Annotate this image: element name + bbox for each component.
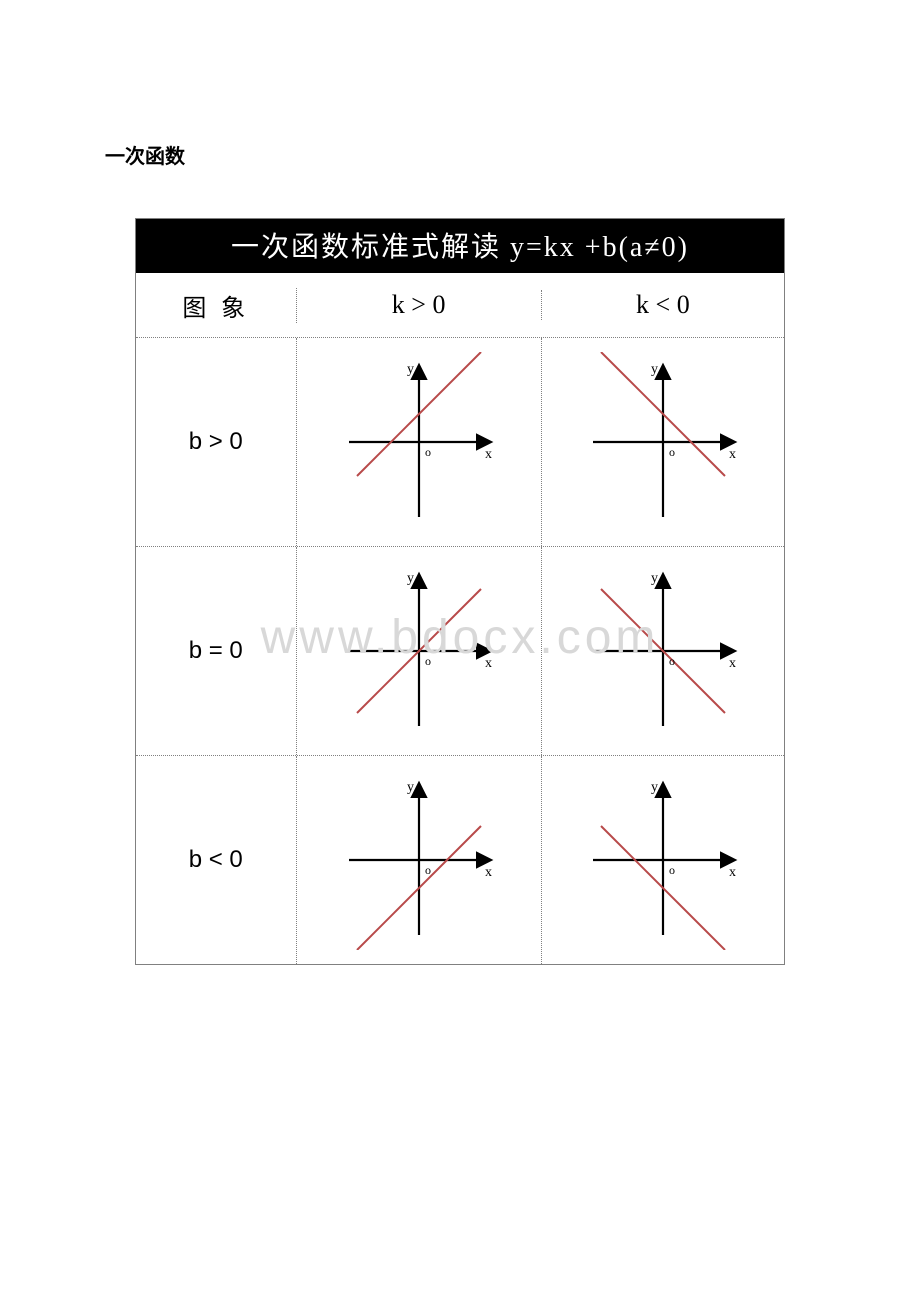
page-title: 一次函数 xyxy=(105,140,185,169)
row-label-cell: b < 0 xyxy=(136,756,297,964)
table-row: b > 0 y x o y x o xyxy=(136,338,784,547)
row-label: b < 0 xyxy=(189,846,243,874)
linear-graph: y x o xyxy=(563,352,763,532)
y-label: y xyxy=(651,571,658,586)
origin-label: o xyxy=(425,445,431,459)
header-right: k < 0 xyxy=(542,290,784,320)
x-label: x xyxy=(485,656,492,671)
linear-graph: y x o xyxy=(319,770,519,950)
graph-cell-k-positive: y x o xyxy=(297,338,542,546)
x-label: x xyxy=(729,447,736,462)
header-right-label: k < 0 xyxy=(636,290,690,320)
x-label: x xyxy=(729,865,736,880)
header-mid-label: k > 0 xyxy=(392,290,446,320)
y-label: y xyxy=(407,571,414,586)
function-table: 一次函数标准式解读 y=kx +b(a≠0) 图 象 k > 0 k < 0 b… xyxy=(135,218,785,965)
linear-graph: y x o xyxy=(563,770,763,950)
table-row: b < 0 y x o y x o xyxy=(136,756,784,964)
y-label: y xyxy=(651,362,658,377)
header-left: 图 象 xyxy=(136,288,297,323)
graph-cell-k-positive: y x o xyxy=(297,547,542,755)
graph-cell-k-positive: y x o xyxy=(297,756,542,964)
x-label: x xyxy=(485,865,492,880)
row-label-cell: b > 0 xyxy=(136,338,297,546)
graph-cell-k-negative: y x o xyxy=(542,756,784,964)
x-label: x xyxy=(729,656,736,671)
origin-label: o xyxy=(425,654,431,668)
origin-label: o xyxy=(669,863,675,877)
linear-graph: y x o xyxy=(319,561,519,741)
row-label: b = 0 xyxy=(189,637,243,665)
table-banner: 一次函数标准式解读 y=kx +b(a≠0) xyxy=(136,219,784,273)
graph-cell-k-negative: y x o xyxy=(542,338,784,546)
row-label-cell: b = 0 xyxy=(136,547,297,755)
header-left-label: 图 象 xyxy=(182,288,249,323)
y-label: y xyxy=(407,780,414,795)
y-label: y xyxy=(407,362,414,377)
origin-label: o xyxy=(425,863,431,877)
y-label: y xyxy=(651,780,658,795)
row-label: b > 0 xyxy=(189,428,243,456)
header-mid: k > 0 xyxy=(297,290,542,320)
origin-label: o xyxy=(669,654,675,668)
linear-graph: y x o xyxy=(319,352,519,532)
table-header-row: 图 象 k > 0 k < 0 xyxy=(136,273,784,338)
table-row: b = 0 y x o y x o xyxy=(136,547,784,756)
linear-graph: y x o xyxy=(563,561,763,741)
x-label: x xyxy=(485,447,492,462)
origin-label: o xyxy=(669,445,675,459)
graph-cell-k-negative: y x o xyxy=(542,547,784,755)
